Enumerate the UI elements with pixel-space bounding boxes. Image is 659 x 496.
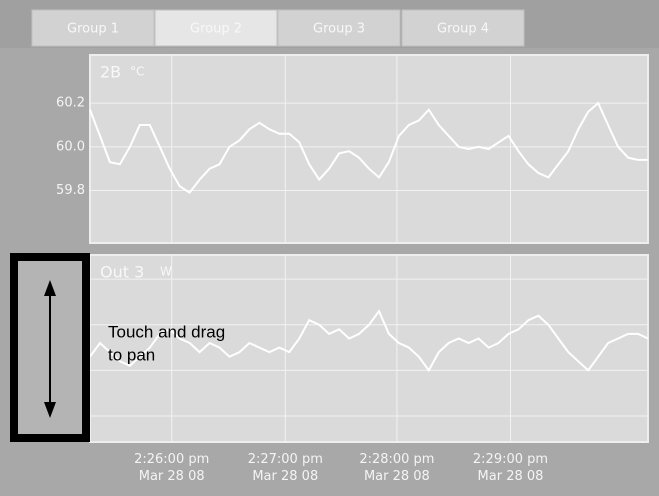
- x-tick-label-line: 2:27:00 pm: [248, 452, 323, 467]
- line-series: [89, 309, 649, 373]
- tab-label[interactable]: Group 3: [313, 22, 365, 37]
- y-tick-label: 59.8: [56, 183, 85, 198]
- x-tick-label-line: 2:26:00 pm: [134, 452, 209, 467]
- tab[interactable]: [277, 9, 401, 47]
- plot-area: [89, 54, 649, 244]
- x-tick-label-line: Mar 28 08: [252, 469, 318, 484]
- chart-unit: °C: [130, 65, 144, 79]
- x-tick-label-line: Mar 28 08: [364, 469, 430, 484]
- hint-text: to pan: [108, 345, 155, 364]
- x-tick-label-line: 2:28:00 pm: [359, 452, 434, 467]
- chart-title: Out 3: [100, 263, 144, 282]
- y-tick-label: 60.2: [56, 96, 85, 111]
- tab[interactable]: [401, 9, 525, 47]
- tab[interactable]: [31, 9, 155, 47]
- arrow-head-down: [44, 402, 56, 418]
- line-series: [89, 101, 648, 195]
- y-tick-label: 60.0: [56, 139, 85, 154]
- x-tick-label: 2:27:00 pm Mar 28 08: [248, 452, 323, 484]
- chart-unit: W: [160, 265, 172, 279]
- x-tick-label: 2:28:00 pm Mar 28 08: [359, 452, 434, 484]
- tab-label[interactable]: Group 1: [67, 22, 119, 37]
- chart-title: 2B: [100, 63, 121, 82]
- pan-hint[interactable]: Touch and drag to pan: [10, 253, 225, 442]
- tab-label[interactable]: Group 2: [190, 22, 242, 37]
- x-tick-label-line: 2:29:00 pm: [473, 452, 548, 467]
- x-tick-label-line: Mar 28 08: [478, 469, 544, 484]
- x-tick-label-line: Mar 28 08: [139, 469, 205, 484]
- hint-text: Touch and drag: [108, 322, 225, 341]
- x-tick-label: 2:29:00 pm Mar 28 08: [473, 452, 548, 484]
- tab-label[interactable]: Group 4: [437, 22, 489, 37]
- arrow-head-up: [44, 280, 56, 296]
- plot-area: [89, 254, 649, 443]
- x-tick-label: 2:26:00 pm Mar 28 08: [134, 452, 209, 484]
- tab[interactable]: [154, 9, 278, 47]
